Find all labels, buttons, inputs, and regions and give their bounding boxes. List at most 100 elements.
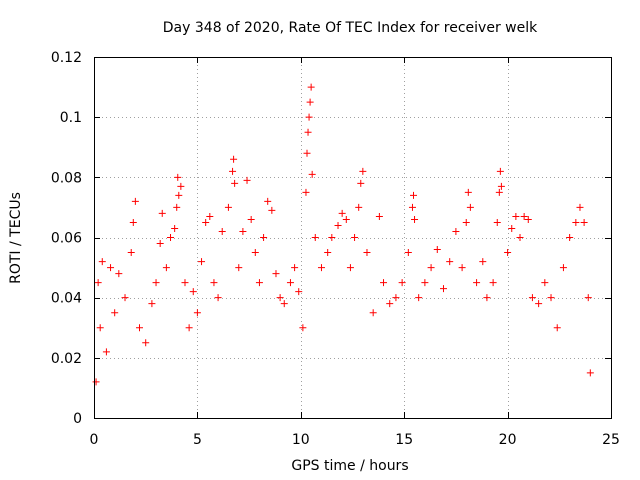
data-point: [189, 288, 197, 296]
data-point: [553, 324, 561, 332]
data-point: [272, 270, 280, 278]
data-points: [92, 83, 594, 386]
data-point: [504, 249, 512, 257]
data-point: [464, 188, 472, 196]
data-point: [121, 294, 129, 302]
data-point: [235, 264, 243, 272]
data-point: [576, 203, 584, 211]
data-point: [305, 113, 313, 121]
data-point: [493, 218, 501, 226]
data-point: [181, 279, 189, 287]
data-point: [311, 234, 319, 241]
data-point: [202, 218, 210, 226]
data-point: [162, 264, 170, 272]
data-point: [369, 309, 377, 317]
data-point: [524, 215, 532, 223]
y-tick-label: 0.04: [51, 291, 82, 307]
data-point: [324, 249, 332, 257]
data-point: [198, 258, 206, 266]
data-point: [408, 203, 416, 211]
data-point: [363, 249, 371, 257]
data-point: [210, 279, 218, 287]
data-point: [92, 378, 100, 386]
data-point: [107, 264, 115, 272]
data-point: [231, 179, 239, 187]
data-point: [512, 212, 520, 220]
data-point: [572, 218, 580, 226]
data-point: [466, 203, 474, 211]
data-point: [328, 234, 336, 241]
data-point: [398, 279, 406, 287]
data-point: [218, 227, 226, 235]
data-point: [308, 170, 316, 178]
x-tick-label: 5: [193, 432, 202, 448]
data-point: [291, 264, 299, 272]
data-point: [214, 294, 222, 302]
data-point: [479, 258, 487, 266]
data-point: [489, 279, 497, 287]
data-point: [520, 212, 528, 220]
data-point: [224, 203, 232, 211]
data-point: [280, 300, 288, 308]
data-point: [566, 234, 574, 241]
chart-title: Day 348 of 2020, Rate Of TEC Index for r…: [163, 20, 538, 36]
y-tick-label: 0.08: [51, 170, 82, 186]
data-point: [535, 300, 543, 308]
data-point: [129, 218, 137, 226]
data-point: [433, 246, 441, 254]
data-point: [427, 264, 435, 272]
data-point: [156, 240, 164, 248]
data-point: [357, 179, 365, 187]
data-point: [359, 167, 367, 175]
data-point: [131, 197, 139, 205]
data-point: [473, 279, 481, 287]
data-point: [127, 249, 135, 257]
data-point: [334, 221, 342, 229]
data-point: [175, 191, 183, 199]
data-point: [185, 324, 193, 332]
data-point: [446, 258, 454, 266]
data-point: [516, 234, 524, 241]
data-point: [351, 234, 359, 241]
data-point: [410, 191, 418, 199]
data-point: [346, 264, 354, 272]
data-point: [243, 176, 251, 184]
data-point: [177, 182, 185, 190]
data-point: [167, 234, 175, 241]
data-point: [580, 218, 588, 226]
data-point: [342, 215, 350, 223]
y-tick-label: 0: [73, 411, 82, 427]
data-point: [193, 309, 201, 317]
data-point: [541, 279, 549, 287]
data-point: [411, 215, 419, 223]
data-point: [303, 149, 311, 157]
y-tick-labels: 0 0.02 0.04 0.06 0.08 0.1 0.12: [51, 50, 82, 427]
x-tick-label: 0: [90, 432, 99, 448]
data-point: [251, 249, 259, 257]
data-point: [452, 227, 460, 235]
data-point: [94, 279, 102, 287]
data-point: [142, 339, 150, 347]
data-point: [264, 197, 272, 205]
data-point: [260, 234, 268, 241]
data-point: [584, 294, 592, 302]
data-point: [317, 264, 325, 272]
data-point: [338, 209, 346, 217]
data-point: [559, 264, 567, 272]
data-point: [380, 279, 388, 287]
data-point: [508, 224, 516, 232]
data-point: [586, 369, 594, 377]
grid-lines: [94, 57, 611, 418]
y-axis-label: ROTI / TECUs: [8, 192, 24, 284]
data-point: [421, 279, 429, 287]
data-point: [171, 224, 179, 232]
data-point: [158, 209, 166, 217]
data-point: [304, 128, 312, 136]
data-point: [173, 203, 181, 211]
x-tick-label: 20: [499, 432, 517, 448]
y-tick-label: 0.02: [51, 351, 82, 367]
data-point: [247, 215, 255, 223]
data-point: [174, 173, 182, 181]
data-point: [229, 167, 237, 175]
